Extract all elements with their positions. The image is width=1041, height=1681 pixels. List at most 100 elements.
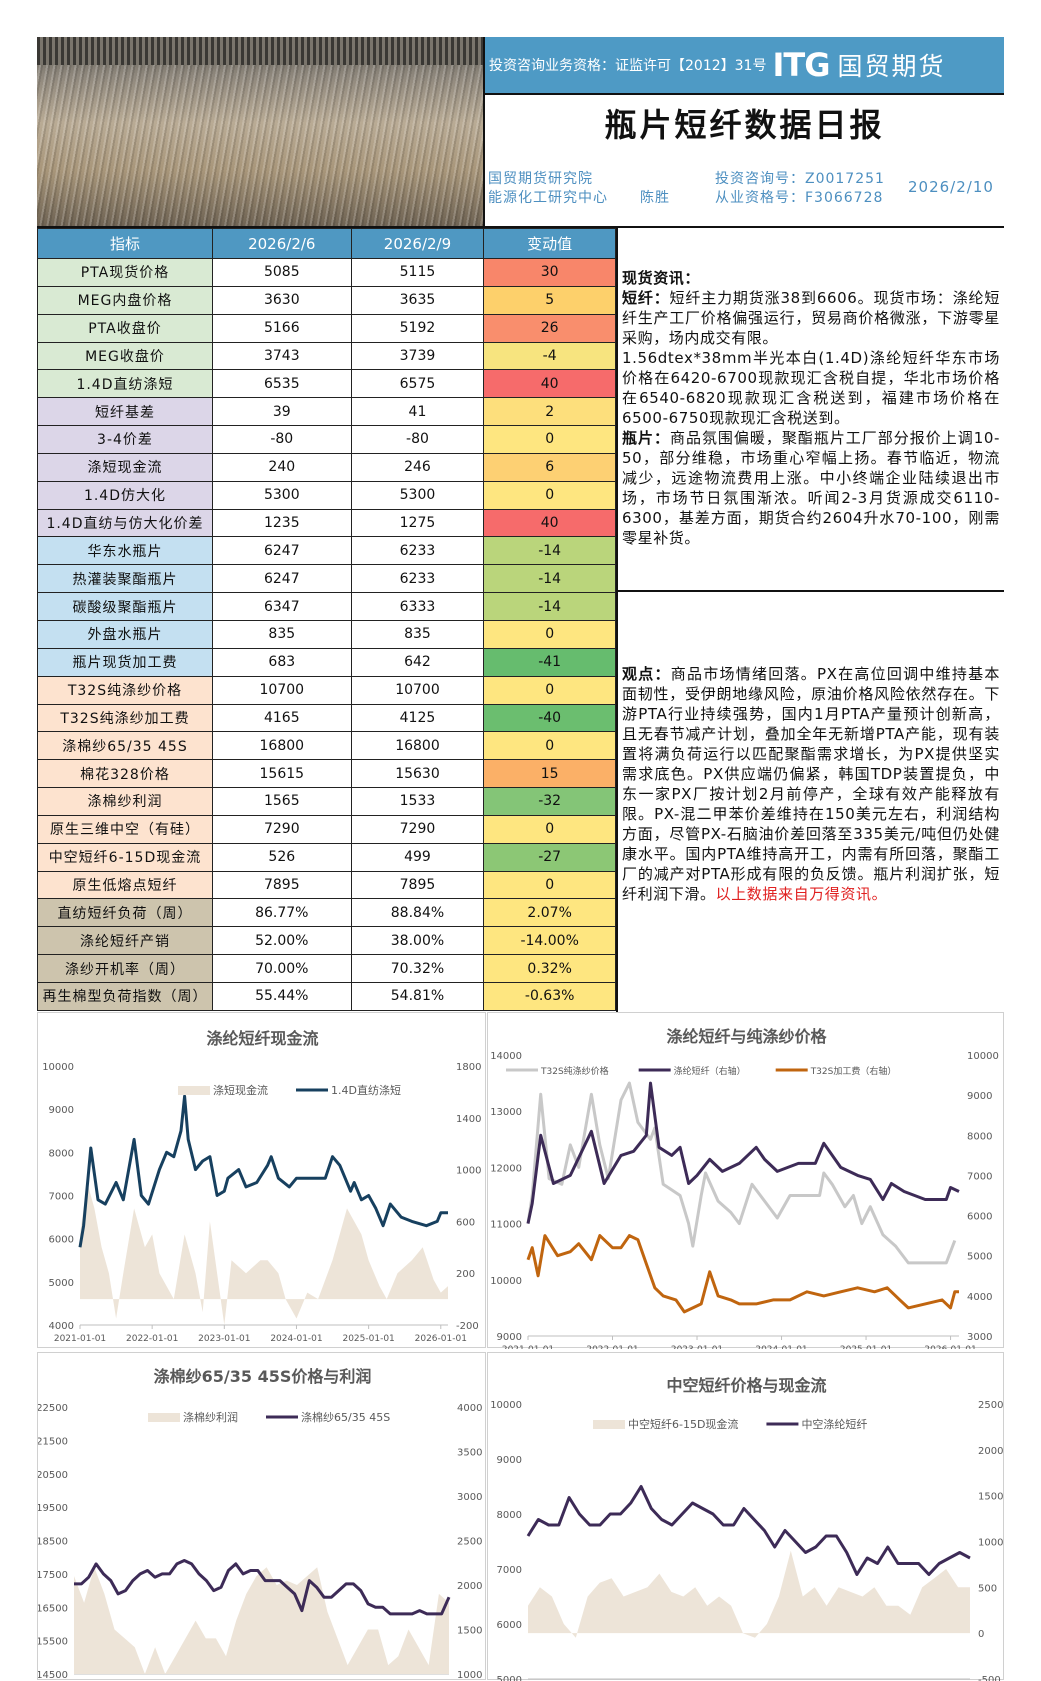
y-left-tick-label: 8000 [497, 1510, 522, 1521]
change-value: 40 [483, 508, 616, 538]
legend-swatch-area [178, 1086, 210, 1095]
chart-title: 涤棉纱65/35 45S价格与利润 [154, 1367, 372, 1386]
y-left-tick-label: 11000 [490, 1220, 522, 1231]
y-right-tick-label: 1500 [457, 1626, 482, 1637]
table-row: T32S纯涤纱价格 10700 10700 0 [37, 675, 616, 705]
y-left-tick-label: 5000 [49, 1278, 74, 1289]
row-label: 3-4价差 [37, 425, 213, 454]
change-value: 0 [483, 814, 616, 844]
change-value: -27 [483, 842, 616, 872]
change-value: -41 [483, 647, 616, 677]
y-right-tick-label: 1800 [456, 1062, 481, 1073]
table-row: 原生三维中空（有硅） 7290 7290 0 [37, 814, 616, 844]
view-text: 商品市场情绪回落。PX在高位回调中维持基本面韧性，受伊朗地缘风险，原油价格风险依… [622, 665, 1000, 903]
value-date1: 5300 [211, 480, 352, 510]
research-center: 能源化工研究中心 [488, 190, 608, 206]
y-right-tick-label: 200 [456, 1269, 475, 1280]
table-row: 短纤基差 39 41 2 [37, 397, 616, 427]
qualification-text: 投资咨询业务资格：证监许可【2012】31号 [489, 58, 767, 74]
logo-itg: ITG [772, 46, 830, 84]
series-area [80, 1182, 448, 1325]
legend-label: 涤短现金流 [213, 1083, 268, 1097]
series-area [528, 1550, 970, 1638]
table-row: PTA现货价格 5085 5115 30 [37, 258, 616, 287]
value-date1: 55.44% [211, 981, 352, 1011]
table-row: 1.4D仿大化 5300 5300 0 [37, 480, 616, 510]
value-date2: -80 [350, 425, 485, 454]
value-date2: 4125 [350, 703, 485, 733]
row-label: 热灌装聚酯瓶片 [37, 564, 213, 594]
y-left-tick-label: 12000 [490, 1163, 522, 1174]
row-label: 原生低熔点短纤 [37, 870, 213, 900]
y-right-tick-label: 3000 [967, 1332, 992, 1343]
y-left-tick-label: 6000 [49, 1235, 74, 1246]
row-label: 涤纶短纤产销 [37, 926, 213, 956]
x-tick-label: 2022-01-01 [586, 1345, 638, 1349]
value-date2: 835 [350, 619, 485, 649]
report-date: 2026/2/10 [908, 178, 994, 196]
row-label: T32S纯涤纱加工费 [37, 703, 213, 733]
table-row: 棉花328价格 15615 15630 15 [37, 759, 616, 789]
y-right-tick-label: 1000 [456, 1166, 481, 1177]
row-label: 棉花328价格 [37, 759, 213, 789]
value-date2: 3635 [350, 285, 485, 315]
legend-label: 中空短纤6-15D现金流 [628, 1417, 738, 1431]
row-label: 华东水瓶片 [37, 536, 213, 566]
y-right-tick-label: 3000 [457, 1492, 482, 1503]
series-line [74, 1559, 451, 1616]
row-label: 涤棉纱利润 [37, 787, 213, 816]
value-date1: 1235 [211, 508, 352, 538]
chart-hollow-fiber: 中空短纤价格与现金流 10000 9000 8000 7000 6000 5000 2500 2… [487, 1352, 1004, 1681]
y-right-tick-label: 1500 [978, 1492, 1003, 1503]
x-tick-label: 2025-01-01 [342, 1334, 394, 1344]
value-date1: 6247 [211, 564, 352, 594]
change-value: 5 [483, 285, 616, 315]
x-tick-label: 2024-01-01 [270, 1334, 322, 1344]
legend-label: 1.4D直纺涤短 [331, 1083, 401, 1097]
institute-name: 国贸期货研究院 [488, 171, 593, 187]
series-line [526, 1234, 959, 1314]
value-date1: 240 [211, 452, 352, 482]
header-loom-photo [37, 37, 485, 228]
bottle-text: 商品氛围偏暖，聚酯瓶片工厂部分报价上调10-50，部分维稳，市场重心窄幅上扬。春… [622, 429, 1000, 547]
value-date1: 16800 [211, 731, 352, 761]
change-value: -32 [483, 787, 616, 816]
value-date1: 4165 [211, 703, 352, 733]
row-label: T32S纯涤纱价格 [37, 675, 213, 705]
value-date1: 6347 [211, 592, 352, 621]
row-label: PTA现货价格 [37, 258, 213, 287]
chart-psf-vs-yarn: 涤纶短纤与纯涤纱价格 14000 13000 12000 11000 10000 9000 1… [487, 1012, 1004, 1349]
value-date1: 835 [211, 619, 352, 649]
row-label: 涤短现金流 [37, 452, 213, 482]
value-date1: 5085 [211, 258, 352, 287]
change-value: 0 [483, 619, 616, 649]
chart-title: 中空短纤价格与现金流 [666, 1376, 826, 1395]
license-block: 投资咨询号：Z0017251 从业资格号：F3066728 [715, 170, 885, 208]
change-value: 30 [483, 258, 616, 287]
value-date2: 16800 [350, 731, 485, 761]
legend-swatch-area [148, 1413, 180, 1422]
value-date1: -80 [211, 425, 352, 454]
change-value: -14 [483, 564, 616, 594]
series-area [74, 1567, 449, 1674]
table-row: MEG内盘价格 3630 3635 5 [37, 285, 616, 315]
y-right-tick-label: 1400 [456, 1114, 481, 1125]
table-row: 直纺短纤负荷（周） 86.77% 88.84% 2.07% [37, 898, 616, 928]
change-value: 0 [483, 731, 616, 761]
change-value: 15 [483, 759, 616, 789]
value-date1: 6247 [211, 536, 352, 566]
value-date2: 6333 [350, 592, 485, 621]
change-value: 2 [483, 397, 616, 427]
y-right-tick-label: 4000 [967, 1292, 992, 1303]
row-label: 短纤基差 [37, 397, 213, 427]
value-date2: 642 [350, 647, 485, 677]
change-value: -40 [483, 703, 616, 733]
data-table: 指标 2026/2/6 2026/2/9 变动值 PTA现货价格 5085 5115… [37, 228, 616, 1011]
value-date1: 39 [211, 397, 352, 427]
y-right-tick-label: 2500 [978, 1400, 1003, 1411]
y-left-tick-label: 18500 [38, 1537, 68, 1548]
table-row: T32S纯涤纱加工费 4165 4125 -40 [37, 703, 616, 733]
report-title: 瓶片短纤数据日报 [604, 106, 885, 144]
table-row: 华东水瓶片 6247 6233 -14 [37, 536, 616, 566]
value-date1: 86.77% [211, 898, 352, 928]
